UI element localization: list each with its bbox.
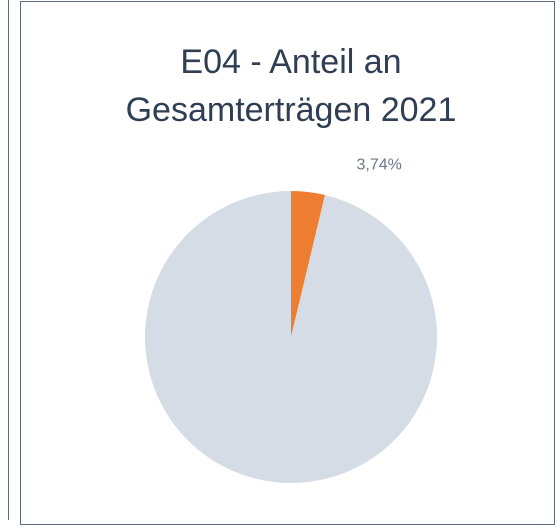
card: E04 - Anteil an Gesamterträgen 2021 3,74…: [20, 1, 555, 525]
neighbor-card: [0, 0, 9, 520]
chart: 3,74%: [144, 156, 437, 483]
pie-slice: [144, 191, 437, 483]
chart-title: E04 - Anteil an Gesamterträgen 2021: [125, 43, 457, 129]
data-label: 3,74%: [356, 156, 401, 173]
pie-slice: [291, 191, 325, 337]
